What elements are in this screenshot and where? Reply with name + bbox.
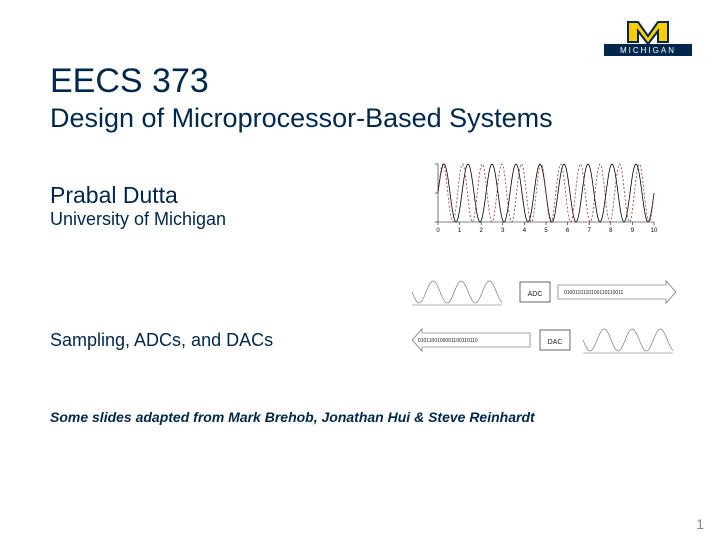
course-number: EECS 373 — [50, 62, 670, 101]
svg-text:7: 7 — [588, 228, 592, 234]
svg-text:4: 4 — [523, 228, 527, 234]
svg-text:5: 5 — [544, 228, 548, 234]
slide: MICHIGAN EECS 373 Design of Microprocess… — [0, 0, 720, 540]
svg-text:10: 10 — [651, 228, 658, 234]
logo-banner-text: MICHIGAN — [620, 46, 676, 55]
sampling-chart: 0 1 2 3 4 5 6 7 8 9 10 — [422, 158, 660, 236]
page-number: 1 — [696, 516, 704, 532]
adc-dac-diagram: ADC 0100110110100110110011 DAC 010110010000… — [408, 264, 678, 364]
block-m-icon — [628, 22, 668, 44]
slide-credit: Some slides adapted from Mark Brehob, Jo… — [50, 409, 670, 425]
svg-text:3: 3 — [501, 228, 505, 234]
svg-text:0101100100001100110110: 0101100100001100110110 — [418, 338, 478, 344]
svg-text:0100110110100110110011: 0100110110100110110011 — [564, 290, 624, 296]
svg-text:ADC: ADC — [528, 291, 543, 298]
svg-text:2: 2 — [480, 228, 484, 234]
michigan-logo: MICHIGAN — [604, 12, 692, 58]
svg-text:1: 1 — [458, 228, 462, 234]
svg-text:8: 8 — [609, 228, 613, 234]
svg-text:DAC: DAC — [548, 339, 563, 346]
svg-text:9: 9 — [631, 228, 635, 234]
svg-text:0: 0 — [436, 228, 440, 234]
course-title: Design of Microprocessor-Based Systems — [50, 103, 670, 134]
svg-text:6: 6 — [566, 228, 570, 234]
